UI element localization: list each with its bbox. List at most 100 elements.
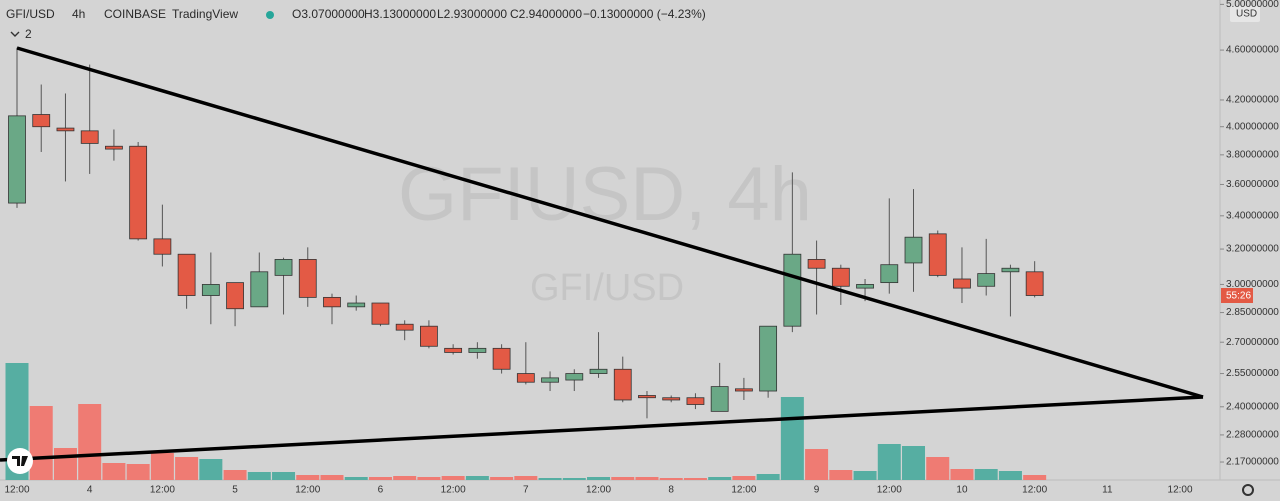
volume-bar [150,453,174,480]
volume-bar [78,404,102,480]
trend-line [16,46,1204,399]
currency-box[interactable] [1230,6,1260,22]
y-tick-label: 2.70000000 [1226,337,1279,348]
x-tick-label: 12:00 [441,485,466,496]
change-label: −0.13000000 (−4.23%) [583,7,706,21]
candle-body [613,368,632,401]
candle-body [468,347,487,353]
candle-body [831,267,850,287]
candle-body [323,296,341,308]
volume-bar [998,471,1022,480]
currency[interactable]: USD [1236,9,1257,20]
x-tick-label: 12:00 [877,485,902,496]
x-tick-label: 12:00 [586,485,611,496]
close-label: C2.94000000 [510,7,582,21]
status-dot [266,11,274,19]
candle-body [880,264,899,284]
candle-body [710,386,729,412]
volume-bar [344,477,368,480]
volume-bar [562,478,586,480]
candle-body [953,278,971,289]
candle-body [735,388,753,392]
x-tick-label: 12:00 [1022,485,1047,496]
volume-bar [514,476,538,480]
y-tick-label: 3.40000000 [1226,210,1279,221]
x-tick-label: 4 [87,485,93,496]
y-tick-label: 3.20000000 [1226,244,1279,255]
volume-bar [829,470,853,480]
candle-body [420,325,438,347]
volume-bar [490,477,514,480]
candle-body [8,115,26,204]
candle-body [492,347,511,370]
x-tick-label: 8 [668,485,674,496]
candle-body [928,233,947,276]
countdown: 55:26 [1226,291,1251,302]
candle-body [1001,267,1020,273]
volume-bar [538,478,562,480]
candle-body [1025,271,1044,296]
y-tick-label: 2.17000000 [1226,457,1279,468]
candle-body [662,397,681,401]
x-tick-label: 12:00 [150,485,175,496]
candle-body [638,395,656,399]
y-tick-label: 2.85000000 [1226,307,1279,318]
volume-bar [247,472,271,480]
x-tick-label: 11 [1102,485,1113,496]
indicator-count[interactable]: 2 [25,27,32,41]
symbol: GFI/USD [6,7,55,21]
y-tick-label: 3.60000000 [1226,179,1279,190]
volume-bar [805,449,829,480]
y-tick-label: 2.28000000 [1226,430,1279,441]
volume-bar [926,457,950,480]
x-tick-label: 7 [523,485,529,496]
x-tick-label: 12:00 [731,485,756,496]
candle-body [371,302,390,325]
volume-bar [368,477,392,480]
volume-bar [902,446,926,480]
trend-line [0,395,1204,462]
volume-bar [29,406,53,480]
logo-mark [12,456,28,466]
collapse-icon[interactable] [10,31,20,37]
candle-body [226,282,244,310]
candle-body [56,127,75,132]
y-tick-label: 4.60000000 [1226,45,1279,56]
volume-bar [320,475,344,480]
exchange: COINBASE [104,7,166,21]
candle-body [105,145,123,150]
volume-bar [659,478,683,480]
volume-bar [708,477,732,480]
y-tick-label: 2.40000000 [1226,401,1279,412]
plot-area [0,0,1220,480]
high-label: H3.13000000 [364,7,436,21]
candle-body [80,130,99,144]
interval: 4h [72,7,85,21]
candle-body [589,368,608,374]
candle-body [129,145,148,240]
settings-icon[interactable] [1242,484,1254,496]
candle-body [347,302,366,308]
y-tick-label: 2.55000000 [1226,368,1279,379]
candle-body [201,284,220,296]
volume-bar [126,464,150,480]
candle-body [977,273,996,287]
volume-bar [296,475,320,480]
volume-bar [877,444,901,480]
candle-body [153,238,172,255]
price-axis [1220,0,1280,501]
marks [5,47,1047,480]
volume-bar [950,469,974,480]
volume-bar [683,478,707,480]
volume-bar [1023,475,1047,480]
volume-bar [53,448,77,480]
low-label: L2.93000000 [437,7,507,21]
y-tick-label: 3.00000000 [1226,279,1279,290]
countdown-box [1221,288,1253,303]
x-tick-label: 12:00 [4,485,29,496]
candle-body [565,373,584,381]
x-tick-label: 5 [232,485,238,496]
x-tick-label: 12:00 [295,485,320,496]
watermark: GFIUSD, 4h [398,152,812,237]
